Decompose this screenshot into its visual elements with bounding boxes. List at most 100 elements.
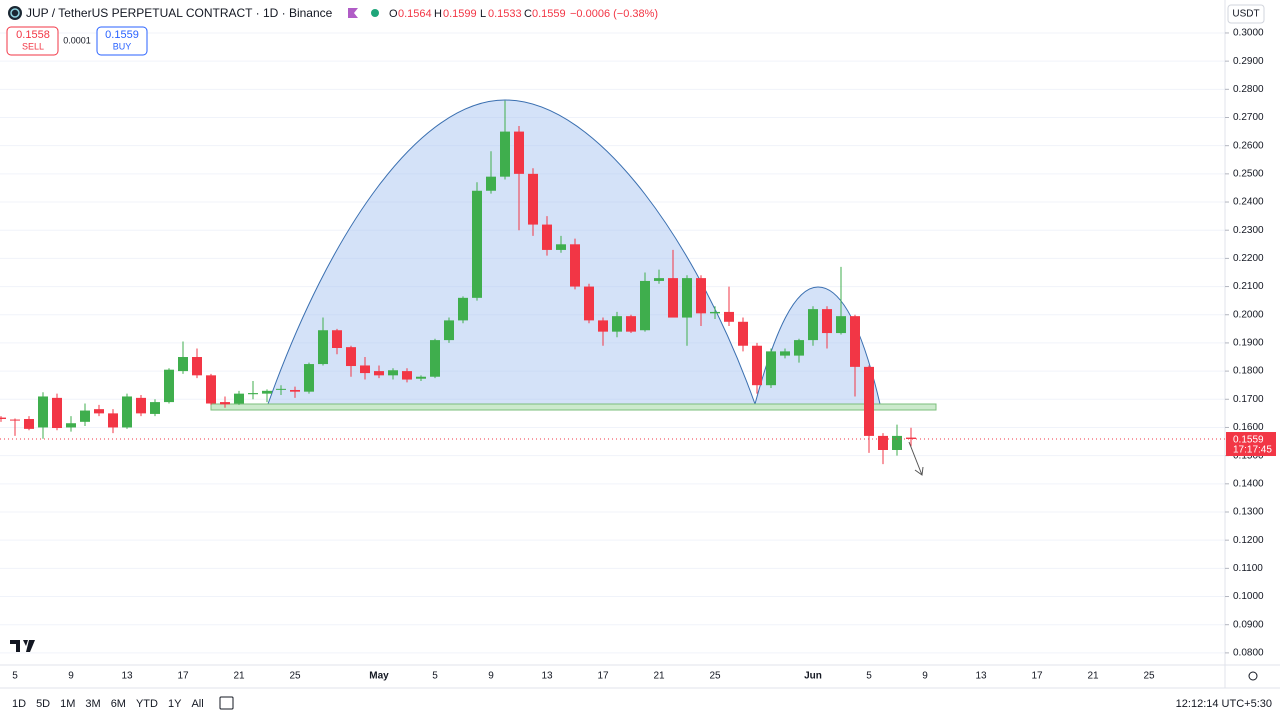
currency[interactable]: USDT (1232, 9, 1259, 20)
arrow-drawing (908, 441, 924, 476)
candle-body (262, 390, 272, 394)
candle-body (486, 176, 496, 191)
candle-body (220, 402, 230, 405)
ohlc-close: 0.1559 (532, 8, 566, 20)
candle-body (528, 173, 538, 225)
ohlc-h-label: H (434, 8, 442, 20)
candle-body (374, 371, 384, 376)
range-button[interactable]: 5D (36, 698, 50, 710)
candle-body (108, 413, 118, 428)
y-tick-label: 0.2100 (1233, 281, 1264, 292)
buy-label[interactable]: BUY (113, 41, 132, 51)
candle-body (346, 347, 356, 367)
candle-body (822, 309, 832, 334)
x-tick-label: Jun (804, 671, 822, 682)
y-tick-label: 0.2800 (1233, 84, 1264, 95)
y-tick-label: 0.0800 (1233, 648, 1264, 659)
flag-icon[interactable] (348, 8, 358, 18)
x-tick-label: 5 (432, 671, 438, 682)
x-tick-label: 25 (1143, 671, 1155, 682)
candle-body (612, 316, 622, 332)
candle-body (556, 244, 566, 250)
candle-body (780, 351, 790, 356)
x-tick-label: 13 (541, 671, 553, 682)
candle-body (304, 364, 314, 392)
candle-body (710, 311, 720, 314)
range-button[interactable]: 1M (60, 698, 75, 710)
status-dot (371, 9, 379, 17)
range-button[interactable]: 1Y (168, 698, 182, 710)
candle-body (136, 397, 146, 414)
y-tick-label: 0.2700 (1233, 112, 1264, 123)
candle-body (38, 396, 48, 428)
range-button[interactable]: 1D (12, 698, 26, 710)
y-tick-label: 0.1600 (1233, 422, 1264, 433)
candle-body (584, 286, 594, 321)
candle-body (668, 278, 678, 318)
buy-button[interactable] (96, 26, 148, 56)
symbol-logo-ring (10, 8, 20, 18)
candle-body (290, 389, 300, 392)
candle-body (654, 278, 664, 281)
x-tick-label: 9 (488, 671, 494, 682)
x-tick-label: 9 (922, 671, 928, 682)
y-tick-label: 0.1000 (1233, 591, 1264, 602)
x-tick-label: 13 (121, 671, 133, 682)
range-button[interactable]: YTD (136, 698, 158, 710)
buy-price[interactable]: 0.1559 (105, 29, 139, 41)
candle-body (472, 190, 482, 298)
candle-body (52, 397, 62, 429)
candle-body (80, 410, 90, 422)
y-tick-label: 0.2900 (1233, 56, 1264, 67)
x-tick-label: 25 (289, 671, 301, 682)
y-tick-label: 0.1800 (1233, 366, 1264, 377)
candle-body (514, 131, 524, 174)
ohlc-high: 0.1599 (443, 8, 477, 20)
x-tick-label: May (369, 671, 389, 682)
dome-drawing (754, 286, 881, 405)
ohlc-l-label: L (480, 8, 486, 20)
range-button[interactable]: All (191, 698, 203, 710)
candle-body (430, 340, 440, 377)
sell-price[interactable]: 0.1558 (16, 29, 50, 41)
candle-body (892, 435, 902, 450)
candle-body (150, 402, 160, 414)
x-tick-label: 9 (68, 671, 74, 682)
countdown-label: 17:17:45 (1233, 445, 1272, 456)
y-tick-label: 0.1100 (1233, 563, 1263, 574)
y-tick-label: 0.3000 (1233, 28, 1264, 39)
y-tick-label: 0.1900 (1233, 338, 1264, 349)
candle-body (794, 340, 804, 356)
x-tick-label: 13 (975, 671, 987, 682)
x-tick-label: 21 (653, 671, 665, 682)
last-price-label: 0.1559 (1233, 435, 1264, 446)
settings-icon[interactable] (1248, 671, 1258, 681)
candle-body (122, 396, 132, 428)
range-button[interactable]: 3M (85, 698, 100, 710)
sell-label[interactable]: SELL (22, 41, 44, 51)
candle-body (318, 330, 328, 365)
tv-logo (10, 640, 35, 652)
currency-box[interactable] (1227, 4, 1265, 24)
candle-body (500, 131, 510, 177)
last-price-box (1226, 432, 1276, 457)
symbol-title[interactable]: JUP / TetherUS PERPETUAL CONTRACT · 1D ·… (26, 6, 333, 20)
ohlc-low: 0.1533 (488, 8, 522, 20)
x-tick-label: 17 (1031, 671, 1043, 682)
candle-body (724, 311, 734, 322)
candle-body (234, 393, 244, 404)
y-tick-label: 0.1300 (1233, 507, 1264, 518)
date-range-icon[interactable] (219, 696, 234, 710)
y-tick-label: 0.2200 (1233, 253, 1264, 264)
neckline-zone (210, 403, 937, 411)
clock: 12:12:14 UTC+5:30 (1176, 698, 1272, 710)
candle-body (570, 244, 580, 287)
ohlc-o-label: O (389, 8, 398, 20)
ohlc-c-label: C (524, 8, 532, 20)
sell-button[interactable] (6, 26, 59, 56)
x-tick-label: 21 (233, 671, 245, 682)
y-tick-label: 0.0900 (1233, 619, 1264, 630)
range-button[interactable]: 6M (111, 698, 126, 710)
